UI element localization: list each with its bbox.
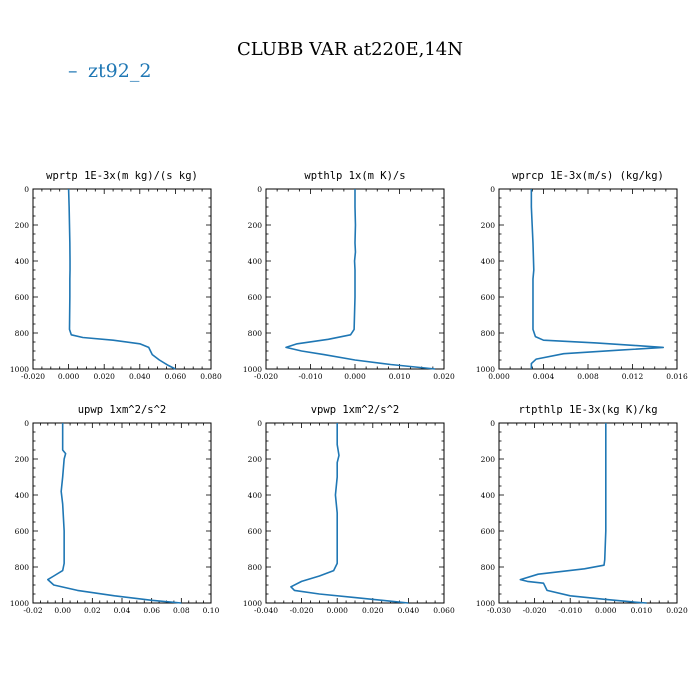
- panel-title: wprcp 1E-3x(m/s) (kg/kg): [512, 170, 664, 182]
- x-tick-label: -0.020: [523, 606, 547, 615]
- y-tick-label: 200: [248, 455, 263, 464]
- x-tick-label: 0.000: [344, 372, 366, 381]
- x-tick-label: 0.016: [666, 372, 688, 381]
- panel-title: vpwp 1xm^2/s^2: [311, 404, 400, 416]
- x-tick-label: 0.060: [433, 606, 455, 615]
- y-tick-label: 600: [248, 527, 263, 536]
- y-tick-label: 400: [15, 491, 30, 500]
- plot-frame: [32, 422, 212, 604]
- x-tick-label: 0.00: [54, 606, 71, 615]
- panel-title: rtpthlp 1E-3x(kg K)/kg: [518, 404, 657, 416]
- y-tick-label: 400: [248, 491, 263, 500]
- x-tick-label: -0.020: [21, 372, 45, 381]
- y-tick-label: 1000: [243, 365, 262, 374]
- x-tick-label: 0.020: [433, 372, 455, 381]
- x-tick-label: 0.10: [203, 606, 220, 615]
- x-tick-label: 0.02: [84, 606, 101, 615]
- x-tick-label: 0.008: [577, 372, 599, 381]
- x-tick-label: 0.010: [389, 372, 411, 381]
- y-tick-label: 600: [248, 293, 263, 302]
- series-line: [290, 423, 409, 604]
- x-tick-label: 0.004: [533, 372, 555, 381]
- figure-title: CLUBB VAR at220E,14N: [237, 39, 463, 60]
- x-tick-label: 0.020: [666, 606, 688, 615]
- panel-3: wprcp 1E-3x(m/s) (kg/kg) 0.000 0.004 0.008 0…: [476, 170, 688, 381]
- x-tick-label: 0.020: [93, 372, 115, 381]
- series-line: [67, 188, 176, 370]
- x-tick-label: -0.010: [298, 372, 322, 381]
- plot-frame: [265, 422, 445, 604]
- y-tick-label: 800: [481, 329, 496, 338]
- legend: – zt92_2: [68, 60, 151, 82]
- y-tick-label: 0: [24, 419, 29, 428]
- y-tick-label: 200: [15, 455, 30, 464]
- x-tick-label: 0.010: [631, 606, 653, 615]
- y-tick-label: 0: [257, 419, 262, 428]
- x-tick-label: -0.040: [254, 606, 278, 615]
- panel-title: wpthlp 1x(m K)/s: [304, 170, 405, 182]
- y-tick-label: 0: [24, 185, 29, 194]
- series-line: [285, 189, 436, 370]
- y-tick-label: 600: [15, 527, 30, 536]
- y-tick-label: 400: [481, 491, 496, 500]
- y-tick-label: 1000: [243, 599, 262, 608]
- y-tick-label: 400: [248, 257, 263, 266]
- x-tick-label: 0.06: [143, 606, 160, 615]
- x-tick-label: 0.080: [200, 372, 222, 381]
- series-line: [530, 189, 665, 369]
- y-tick-label: 0: [257, 185, 262, 194]
- legend-label: zt92_2: [88, 60, 151, 82]
- y-tick-label: 1000: [476, 365, 495, 374]
- y-tick-label: 600: [481, 527, 496, 536]
- x-tick-label: 0.040: [398, 606, 420, 615]
- panel-grid: wprtp 1E-3x(m kg)/(s kg)-0.020 0.000 0.020…: [10, 170, 688, 615]
- y-tick-label: 200: [248, 221, 263, 230]
- y-tick-label: 800: [15, 563, 30, 572]
- x-tick-label: -0.020: [290, 606, 314, 615]
- x-tick-label: 0.020: [362, 606, 384, 615]
- y-tick-label: 800: [248, 329, 263, 338]
- y-tick-label: 400: [481, 257, 496, 266]
- panel-4: upwp 1xm^2/s^2 -0.02 0.00 0.02 0.04 0.06 0.08 0…: [10, 404, 220, 615]
- x-tick-label: -0.010: [558, 606, 582, 615]
- x-tick-label: -0.020: [254, 372, 278, 381]
- y-tick-label: 1000: [476, 599, 495, 608]
- x-tick-label: -0.030: [487, 606, 511, 615]
- y-tick-label: 1000: [10, 599, 29, 608]
- y-tick-label: 0: [490, 185, 495, 194]
- x-tick-label: 0.04: [114, 606, 131, 615]
- series-line: [519, 423, 647, 604]
- x-tick-label: 0.08: [173, 606, 190, 615]
- panel-title: upwp 1xm^2/s^2: [78, 404, 167, 416]
- plot-frame: [498, 422, 678, 604]
- y-tick-label: 1000: [10, 365, 29, 374]
- y-tick-label: 0: [490, 419, 495, 428]
- y-tick-label: 800: [481, 563, 496, 572]
- x-tick-label: 0.012: [622, 372, 644, 381]
- x-tick-label: 0.000: [595, 606, 617, 615]
- series-line: [47, 423, 182, 604]
- panel-5: vpwp 1xm^2/s^2 -0.040 -0.020 0.000 0.020 0.04…: [243, 404, 455, 615]
- panel-title: wprtp 1E-3x(m kg)/(s kg): [46, 170, 198, 182]
- panel-2: wpthlp 1x(m K)/s -0.020 -0.010 0.000 0.010 0.…: [243, 170, 455, 381]
- x-tick-label: 0.040: [129, 372, 151, 381]
- y-tick-label: 200: [15, 221, 30, 230]
- panel-6: rtpthlp 1E-3x(kg K)/kg -0.030 -0.020 -0.010…: [476, 404, 688, 615]
- panel-1: wprtp 1E-3x(m kg)/(s kg) -0.020 0.000 0.020…: [10, 170, 222, 381]
- y-tick-label: 600: [481, 293, 496, 302]
- y-tick-label: 200: [481, 455, 496, 464]
- x-tick-label: 0.000: [488, 372, 510, 381]
- y-tick-label: 600: [15, 293, 30, 302]
- x-tick-label: 0.060: [165, 372, 187, 381]
- y-tick-label: 800: [15, 329, 30, 338]
- x-tick-label: -0.02: [23, 606, 42, 615]
- x-tick-label: 0.000: [326, 606, 348, 615]
- y-tick-label: 200: [481, 221, 496, 230]
- legend-dash: –: [68, 60, 78, 82]
- y-tick-label: 400: [15, 257, 30, 266]
- y-tick-label: 800: [248, 563, 263, 572]
- x-tick-label: 0.000: [58, 372, 80, 381]
